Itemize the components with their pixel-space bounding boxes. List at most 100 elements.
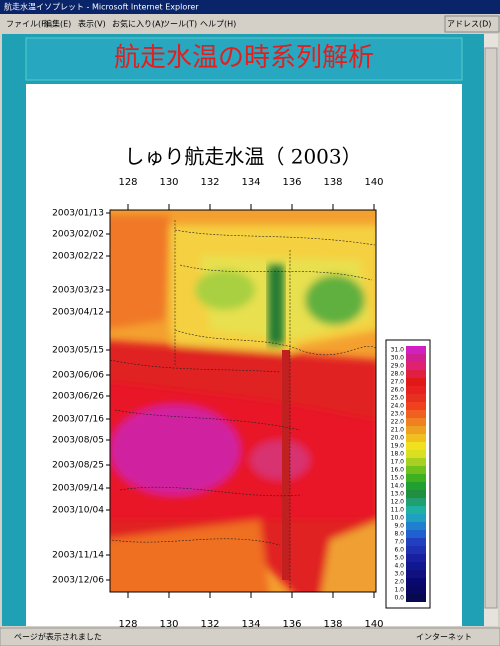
x-tick-label: 128 [118, 619, 137, 630]
colorbar-label: 8.0 [394, 531, 404, 538]
color-swatch [406, 458, 426, 466]
date-label: 2003/11/14 [52, 551, 104, 561]
color-swatch [406, 418, 426, 426]
address-box [444, 15, 500, 33]
date-label: 2003/03/23 [52, 286, 104, 296]
status-bar [0, 627, 500, 646]
x-tick-label: 140 [364, 177, 383, 188]
colorbar-label: 17.0 [391, 459, 405, 466]
date-label: 2003/01/13 [52, 209, 104, 219]
x-tick-label: 134 [241, 619, 260, 630]
status-zone: インターネット [416, 633, 472, 642]
color-swatch [406, 370, 426, 378]
x-tick-label: 130 [159, 177, 178, 188]
color-swatch [406, 466, 426, 474]
color-swatch [406, 450, 426, 458]
field [321, 521, 376, 592]
colorbar-items: 31.030.029.028.027.026.025.024.023.022.0… [391, 346, 426, 602]
color-swatch [406, 434, 426, 442]
scroll-thumb[interactable] [484, 47, 498, 609]
color-swatch [406, 586, 426, 594]
x-tick-label: 138 [323, 619, 342, 630]
colorbar-label: 2.0 [394, 579, 404, 586]
window-title: 航走水温イソプレット - Microsoft Internet Explorer [4, 2, 199, 12]
date-label: 2003/06/26 [52, 392, 104, 402]
field [110, 520, 269, 592]
colorbar-label: 1.0 [394, 587, 404, 594]
contours [110, 220, 376, 590]
colorbar-label: 18.0 [391, 451, 405, 458]
date-label: 2003/12/06 [52, 576, 104, 586]
colorbar-label: 9.0 [394, 523, 404, 530]
date-label: 2003/05/15 [52, 346, 104, 356]
heatmap [110, 210, 376, 592]
date-label: 2003/09/14 [52, 484, 104, 494]
date-label: 2003/07/16 [52, 415, 104, 425]
color-swatch [406, 554, 426, 562]
colorbar-label: 30.0 [391, 355, 405, 362]
color-swatch [406, 378, 426, 386]
date-label: 2003/02/22 [52, 252, 104, 262]
color-swatch [406, 578, 426, 586]
x-tick-label: 132 [200, 177, 219, 188]
color-swatch [406, 482, 426, 490]
title-bar [0, 0, 500, 14]
menu-item[interactable]: ツール(T) [162, 20, 197, 29]
color-swatch [406, 546, 426, 554]
date-label: 2003/06/06 [52, 371, 104, 381]
heat-fields [110, 215, 376, 592]
colorbar-label: 28.0 [391, 371, 405, 378]
colorbar-label: 31.0 [391, 347, 405, 354]
colorbar-label: 12.0 [391, 499, 405, 506]
x-tick-label: 138 [323, 177, 342, 188]
color-swatch [406, 506, 426, 514]
colorbar-label: 29.0 [391, 363, 405, 370]
color-swatch [406, 394, 426, 402]
date-label: 2003/02/02 [52, 230, 104, 240]
menu-item[interactable]: ファイル(F) [6, 20, 49, 29]
colorbar-label: 14.0 [391, 483, 405, 490]
colorbar-label: 5.0 [394, 555, 404, 562]
menu-bar [0, 14, 500, 34]
colorbar-label: 6.0 [394, 547, 404, 554]
field [110, 405, 240, 495]
color-swatch [406, 410, 426, 418]
menu: ファイル(F)編集(E) 表示(V) お気に入り(A)ツール(T) ヘルプ(H) [6, 19, 236, 29]
color-swatch [406, 386, 426, 394]
color-swatch [406, 538, 426, 546]
color-swatch [406, 402, 426, 410]
field [305, 275, 365, 325]
colorbar-label: 10.0 [391, 515, 405, 522]
colorbar-label: 20.0 [391, 435, 405, 442]
colorbar-label: 24.0 [391, 403, 405, 410]
date-label: 2003/04/12 [52, 308, 104, 318]
colorbar-label: 22.0 [391, 419, 405, 426]
colorbar-label: 16.0 [391, 467, 405, 474]
menu-item[interactable]: 表示(V) [78, 19, 106, 29]
color-swatch [406, 354, 426, 362]
x-tick-label: 134 [241, 177, 260, 188]
date-label: 2003/08/25 [52, 461, 104, 471]
colorbar-label: 25.0 [391, 395, 405, 402]
colorbar-label: 11.0 [391, 507, 405, 514]
color-swatch [406, 474, 426, 482]
heading: 航走水温の時系列解析 [114, 43, 374, 73]
color-swatch [406, 426, 426, 434]
field [282, 350, 290, 580]
colorbar-label: 27.0 [391, 379, 405, 386]
plot-title: しゅり航走水温（ 2003） [124, 145, 361, 169]
color-swatch [406, 362, 426, 370]
menu-item[interactable]: 編集(E) [44, 19, 71, 29]
menu-item[interactable]: お気に入り(A) [112, 19, 164, 29]
color-swatch [406, 346, 426, 354]
x-tick-label: 140 [364, 619, 383, 630]
menu-item[interactable]: ヘルプ(H) [200, 20, 236, 29]
x-tick-label: 136 [282, 177, 301, 188]
field [110, 215, 170, 329]
color-swatch [406, 562, 426, 570]
color-swatch [406, 498, 426, 506]
colorbar-label: 3.0 [394, 571, 404, 578]
status-text: ページが表示されました [14, 632, 102, 642]
color-swatch [406, 522, 426, 530]
